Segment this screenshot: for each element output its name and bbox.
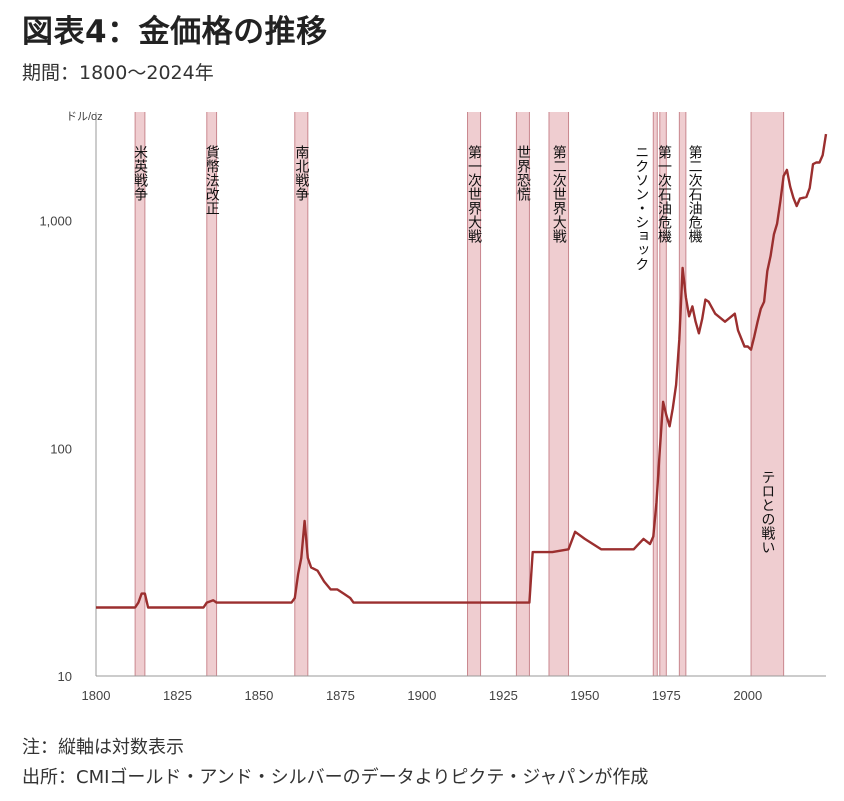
gold-price-line (96, 133, 828, 609)
y-tick-labels: 10 100 1,000 (39, 214, 72, 684)
chart-title: 図表4：金価格の推移 (22, 14, 328, 50)
event-bands (134, 112, 785, 676)
event-band (206, 112, 217, 676)
x-tick-label: 1950 (570, 688, 599, 703)
y-axis-unit-label: ドル/oz (66, 111, 103, 123)
event-band (679, 112, 686, 676)
x-tick-label: 1900 (407, 688, 436, 703)
y-tick-label: 10 (58, 669, 72, 684)
note-log-scale: 注：縦軸は対数表示 (22, 737, 184, 758)
event-band (467, 112, 481, 676)
event-label: 第二次石油危機 (687, 144, 703, 244)
chart-subtitle: 期間：1800～2024年 (22, 62, 214, 84)
x-tick-labels: 1800 1825 1850 1875 1900 1925 1950 1975 2000 (82, 688, 763, 703)
y-tick-label: 1,000 (39, 214, 72, 229)
event-label: 貨幣法改正 (204, 144, 220, 215)
x-tick-label: 1800 (82, 688, 111, 703)
event-band (548, 112, 569, 676)
event-band (294, 112, 308, 676)
event-band (751, 112, 784, 676)
event-band (135, 112, 145, 676)
x-tick-label: 1850 (244, 688, 273, 703)
x-tick-label: 2000 (733, 688, 762, 703)
event-label: 南北戦争 (293, 145, 309, 202)
axes: ドル/oz (66, 111, 826, 677)
event-band (516, 112, 530, 676)
event-label: 世界恐慌 (515, 145, 531, 201)
x-tick-label: 1825 (163, 688, 192, 703)
event-band (659, 112, 667, 676)
event-label: 第一次石油危機 (656, 144, 672, 244)
event-label: 米英戦争 (132, 145, 148, 202)
y-tick-label: 100 (50, 441, 72, 456)
event-label: 第一次世界大戦 (466, 144, 482, 244)
note-source: 出所：CMIゴールド・アンド・シルバーのデータよりピクテ・ジャパンが作成 (22, 767, 649, 788)
event-labels: 米英戦争 貨幣法改正 南北戦争 第一次世界大戦 世界恐慌 第二次世界大戦 ニクソン・ショック… (132, 144, 775, 554)
x-tick-label: 1925 (489, 688, 518, 703)
x-tick-label: 1875 (326, 688, 355, 703)
x-tick-label: 1975 (652, 688, 681, 703)
event-band (653, 112, 658, 676)
event-label: 第二次世界大戦 (551, 144, 567, 244)
event-label: テロとの戦い (759, 470, 775, 554)
event-label: ニクソン・ショック (633, 145, 649, 271)
price-series (96, 133, 828, 609)
